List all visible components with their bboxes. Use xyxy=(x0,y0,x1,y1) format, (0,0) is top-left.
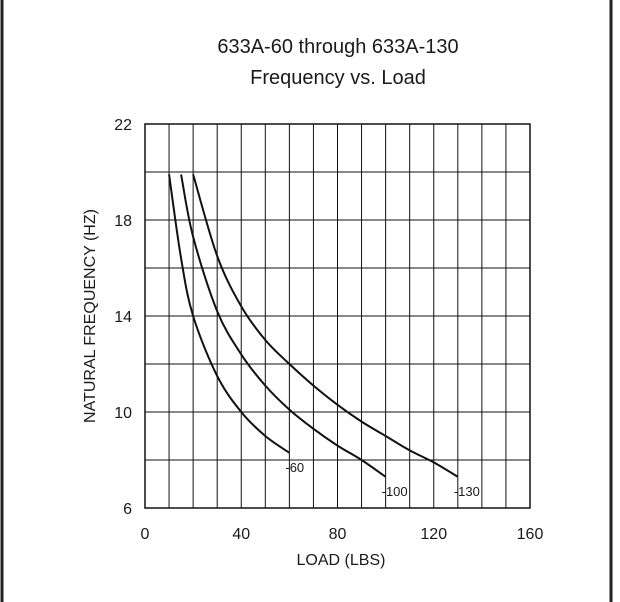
x-tick-label: 0 xyxy=(141,526,150,543)
x-tick-label: 40 xyxy=(232,526,250,543)
series-line-100 xyxy=(180,174,387,478)
y-tick-label: 10 xyxy=(114,405,132,422)
chart-subtitle: Frequency vs. Load xyxy=(250,67,426,89)
x-tick-label: 80 xyxy=(329,526,347,543)
plot-area: 0 40 80 120 160 6 10 14 18 22 -60 -100 -130 xyxy=(114,117,543,543)
series-label-100: -100 xyxy=(382,484,408,499)
chart-title: 633A-60 through 633A-130 xyxy=(217,36,458,58)
x-tick-label: 120 xyxy=(420,526,447,543)
x-tick-label: 160 xyxy=(517,526,544,543)
y-tick-label: 14 xyxy=(114,309,132,326)
series-label-60: -60 xyxy=(285,460,304,475)
x-axis-label: LOAD (LBS) xyxy=(297,552,386,569)
y-tick-label: 22 xyxy=(114,117,132,134)
series-line-130 xyxy=(192,174,459,478)
y-tick-label: 6 xyxy=(123,501,132,518)
y-axis-label: NATURAL FREQUENCY (HZ) xyxy=(82,209,99,423)
y-tick-label: 18 xyxy=(114,213,132,230)
series-line-60 xyxy=(168,174,290,454)
plot-frame xyxy=(144,123,531,509)
series-label-130: -130 xyxy=(454,484,480,499)
